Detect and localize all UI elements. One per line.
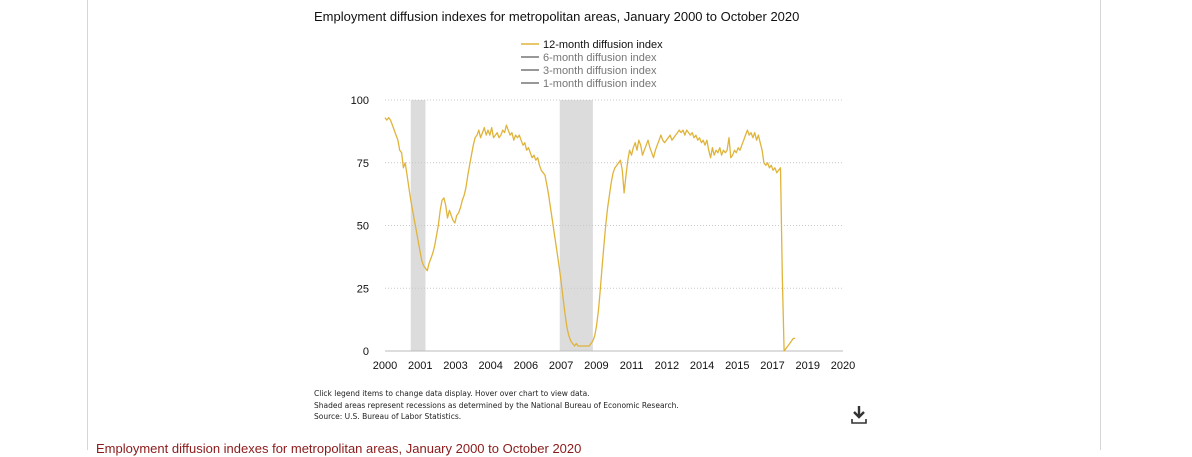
- x-tick-label: 2006: [514, 360, 538, 372]
- x-tick-label: 2019: [796, 360, 820, 372]
- x-tick-label: 2011: [620, 360, 644, 372]
- legend-item-3[interactable]: 1-month diffusion index: [521, 78, 657, 90]
- x-tick-label: 2003: [443, 360, 467, 372]
- y-axis: 0 25 50 75 100: [351, 95, 369, 358]
- legend-item-0[interactable]: 12-month diffusion index: [521, 39, 663, 51]
- legend-label: 12-month diffusion index: [543, 39, 663, 51]
- legend-label: 1-month diffusion index: [543, 78, 657, 90]
- x-tick-label: 2001: [408, 360, 432, 372]
- chart-title: Employment diffusion indexes for metropo…: [314, 9, 800, 24]
- x-tick-label: 2017: [760, 360, 784, 372]
- y-tick-label: 0: [363, 346, 369, 358]
- x-tick-label: 2020: [831, 360, 855, 372]
- note-instructions: Click legend items to change data displa…: [314, 389, 590, 398]
- series-lines[interactable]: [384, 116, 796, 352]
- right-border: [1100, 0, 1101, 450]
- left-border: [87, 0, 88, 450]
- x-axis: 2000 2001 2003 2004 2006 2007 2009 2011 2012 2014…: [373, 360, 855, 372]
- x-tick-label: 2004: [478, 360, 502, 372]
- legend-item-2[interactable]: 3-month diffusion index: [521, 65, 657, 77]
- x-tick-label: 2012: [655, 360, 679, 372]
- y-tick-label: 50: [357, 221, 369, 233]
- series-line-0[interactable]: [384, 116, 796, 352]
- legend-label: 3-month diffusion index: [543, 65, 657, 77]
- download-icon: [851, 406, 867, 424]
- download-button[interactable]: [848, 404, 870, 426]
- y-tick-label: 25: [357, 283, 369, 295]
- note-source: Source: U.S. Bureau of Labor Statistics.: [314, 412, 462, 421]
- legend-item-1[interactable]: 6-month diffusion index: [521, 52, 657, 64]
- y-tick-label: 75: [357, 158, 369, 170]
- legend-label: 6-month diffusion index: [543, 52, 657, 64]
- chart-notes: Click legend items to change data displa…: [314, 388, 834, 423]
- x-tick-label: 2014: [690, 360, 714, 372]
- x-tick-label: 2015: [725, 360, 749, 372]
- y-tick-label: 100: [351, 95, 369, 107]
- x-tick-label: 2009: [584, 360, 608, 372]
- x-tick-label: 2007: [549, 360, 573, 372]
- gridlines: [385, 99, 843, 352]
- note-recessions: Shaded areas represent recessions as det…: [314, 400, 679, 410]
- x-tick-label: 2000: [373, 360, 397, 372]
- footer-title: Employment diffusion indexes for metropo…: [96, 441, 582, 456]
